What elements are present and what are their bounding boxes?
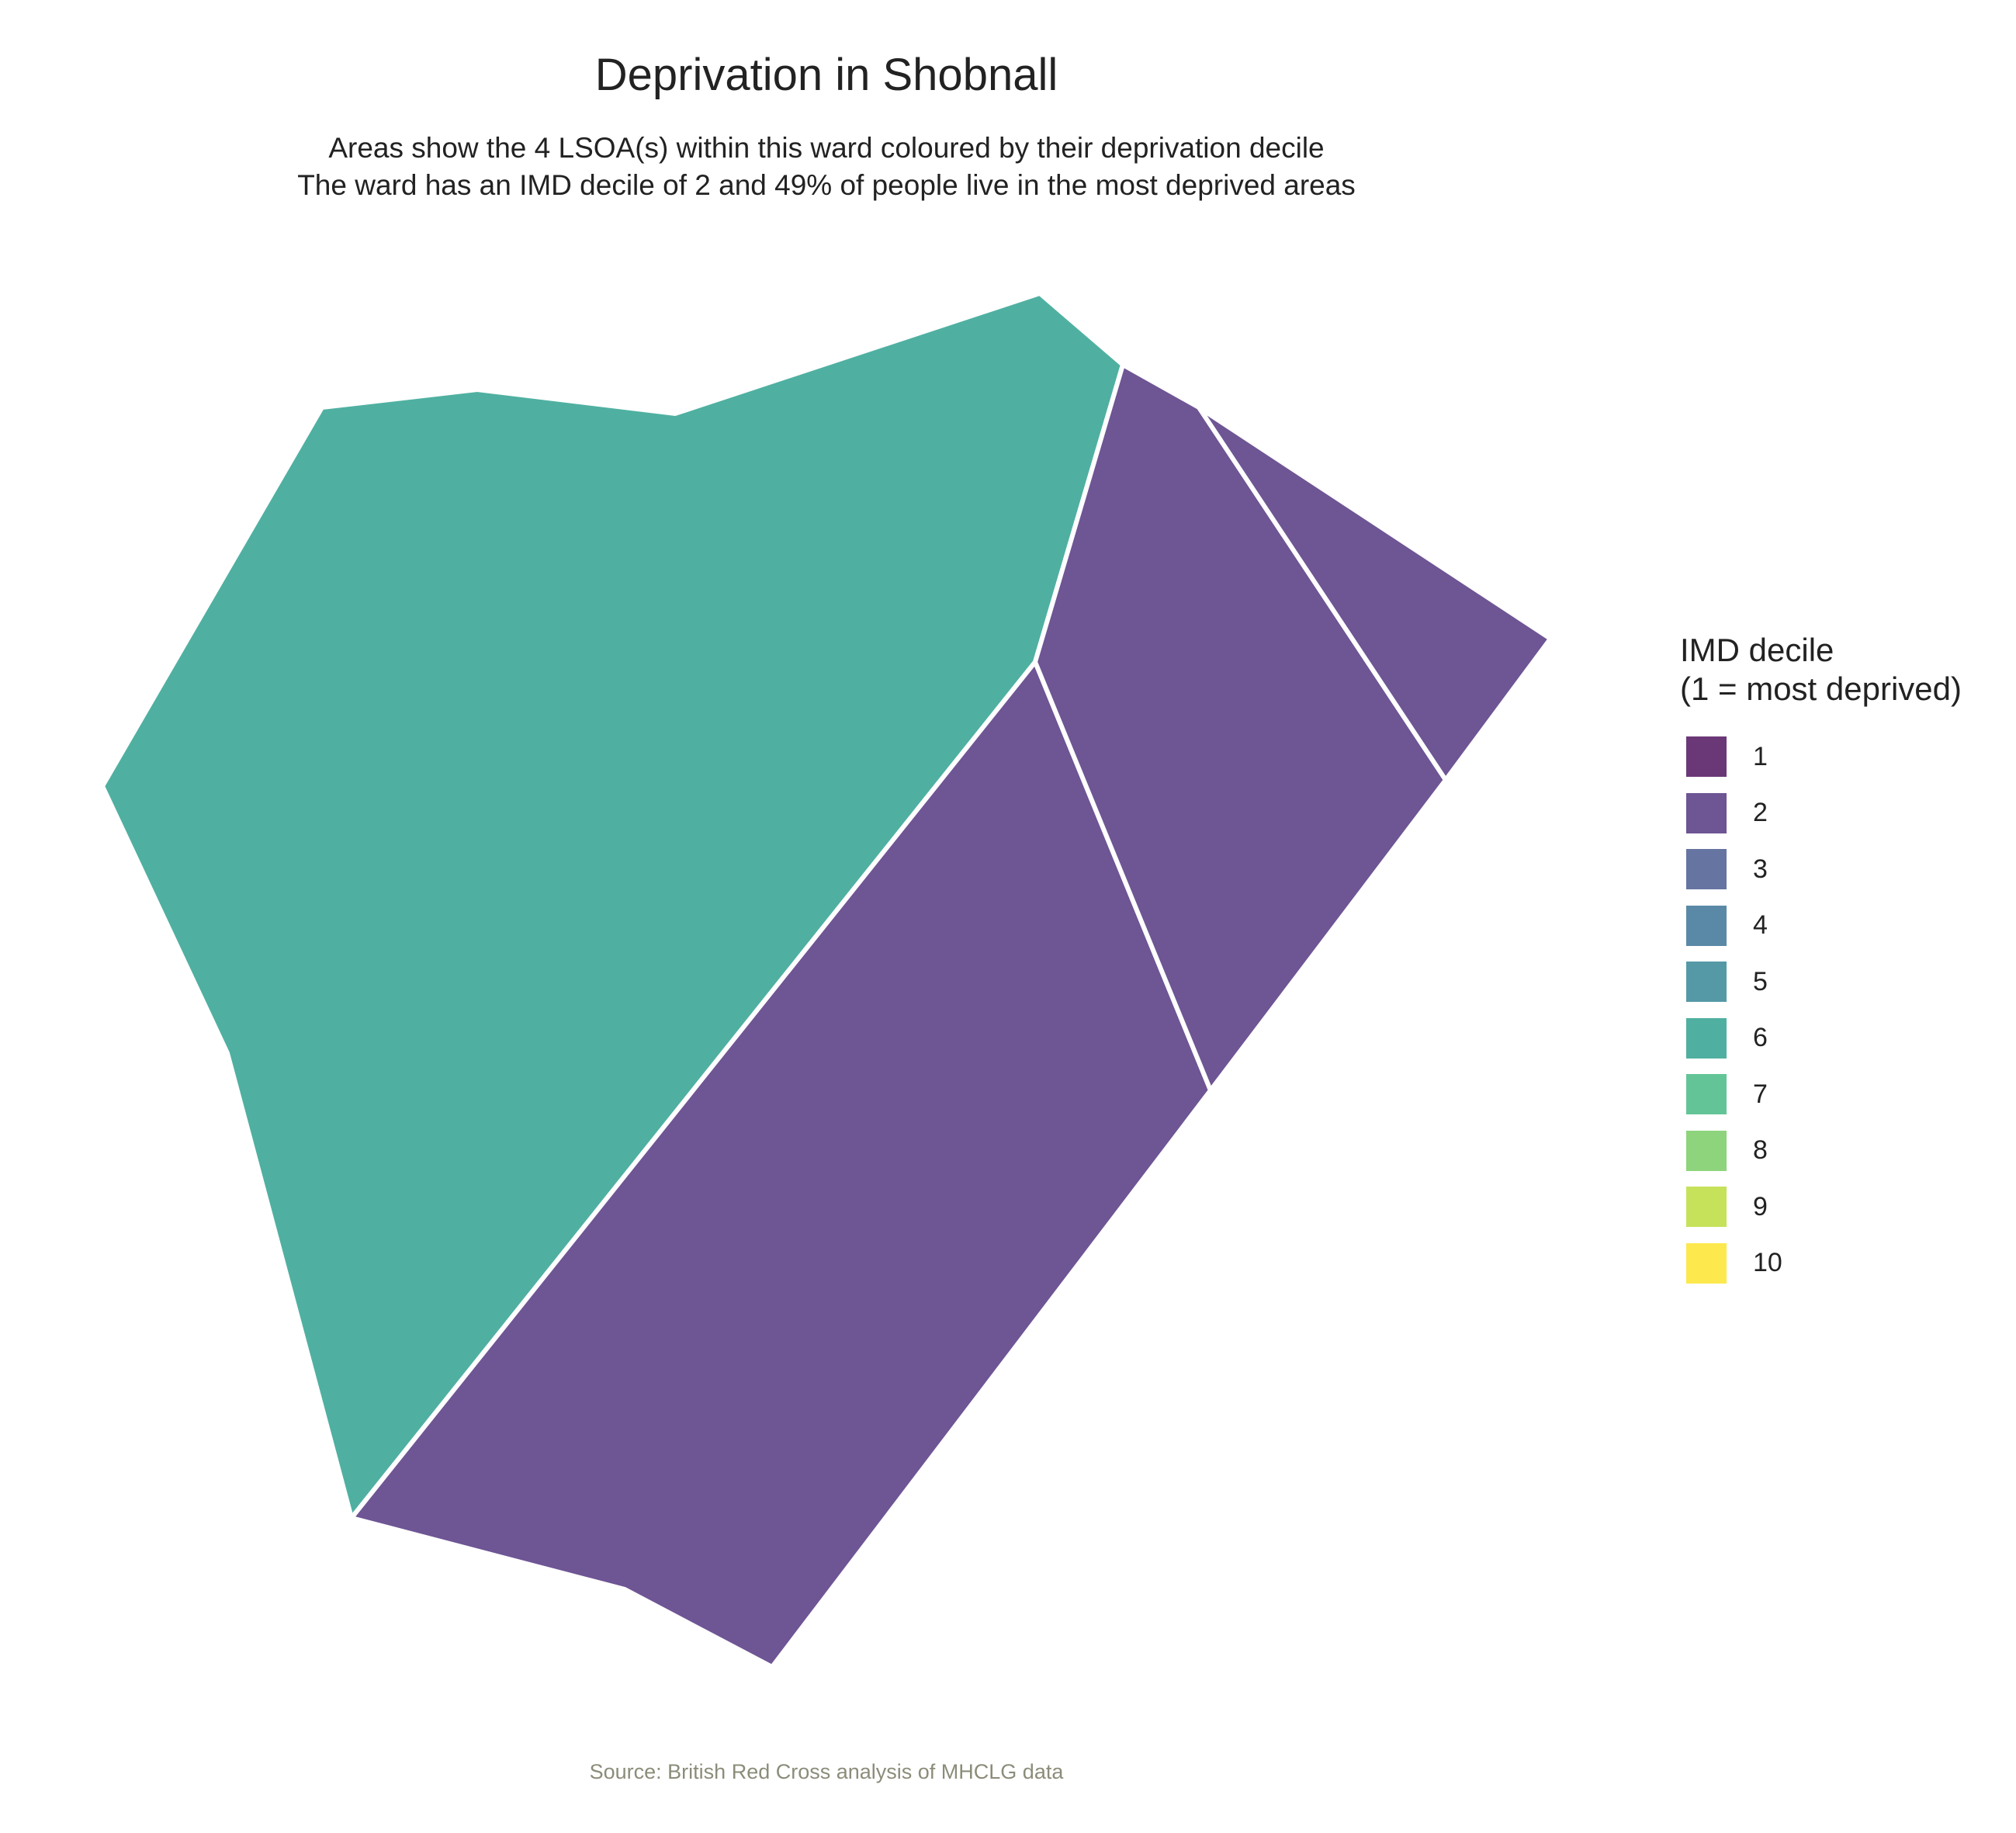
legend-key-swatch [1686,849,1727,889]
lsoa-area-middle-east[interactable] [1032,361,1449,1096]
legend-key-swatch [1686,1130,1727,1171]
legend-label: 2 [1753,798,1768,827]
legend-item-9: 9 [1686,1186,1768,1228]
legend-key-swatch [1686,736,1727,777]
chart-subtitle-line-2: The ward has an IMD decile of 2 and 49% … [297,169,1356,201]
legend-key-swatch [1686,1074,1727,1114]
legend-key-swatch [1686,1017,1727,1059]
legend-item-2: 2 [1686,792,1768,834]
legend-item-7: 7 [1686,1073,1768,1115]
legend-key-swatch [1686,792,1727,833]
legend-key-swatch [1686,1242,1727,1284]
legend-item-1: 1 [1686,736,1768,778]
legend-title-line-1: IMD decile [1680,632,1834,668]
lsoa-area-far-east[interactable] [1197,405,1554,785]
legend-key-swatch [1686,905,1727,946]
source-caption: Source: British Red Cross analysis of MH… [589,1760,1064,1783]
legend-label: 3 [1753,854,1768,884]
legend-label: 10 [1753,1248,1782,1277]
legend-key-swatch [1686,1187,1727,1227]
legend-item-4: 4 [1686,905,1768,947]
chart-subtitle-line-1: Areas show the 4 LSOA(s) within this war… [328,132,1325,164]
legend-label: 7 [1753,1079,1768,1109]
legend-item-6: 6 [1686,1017,1768,1059]
legend-label: 9 [1753,1191,1768,1221]
legend-item-5: 5 [1686,961,1768,1003]
legend-label: 5 [1753,966,1768,996]
legend-item-3: 3 [1686,848,1768,890]
legend-title-line-2: (1 = most deprived) [1680,670,1962,707]
legend-item-10: 10 [1686,1242,1782,1284]
legend-label: 8 [1753,1135,1768,1165]
legend-label: 1 [1753,741,1768,771]
chart-title: Deprivation in Shobnall [594,50,1058,100]
legend-label: 6 [1753,1023,1768,1052]
legend-key-swatch [1686,962,1727,1002]
legend-item-8: 8 [1686,1130,1768,1172]
legend-label: 4 [1753,910,1768,940]
